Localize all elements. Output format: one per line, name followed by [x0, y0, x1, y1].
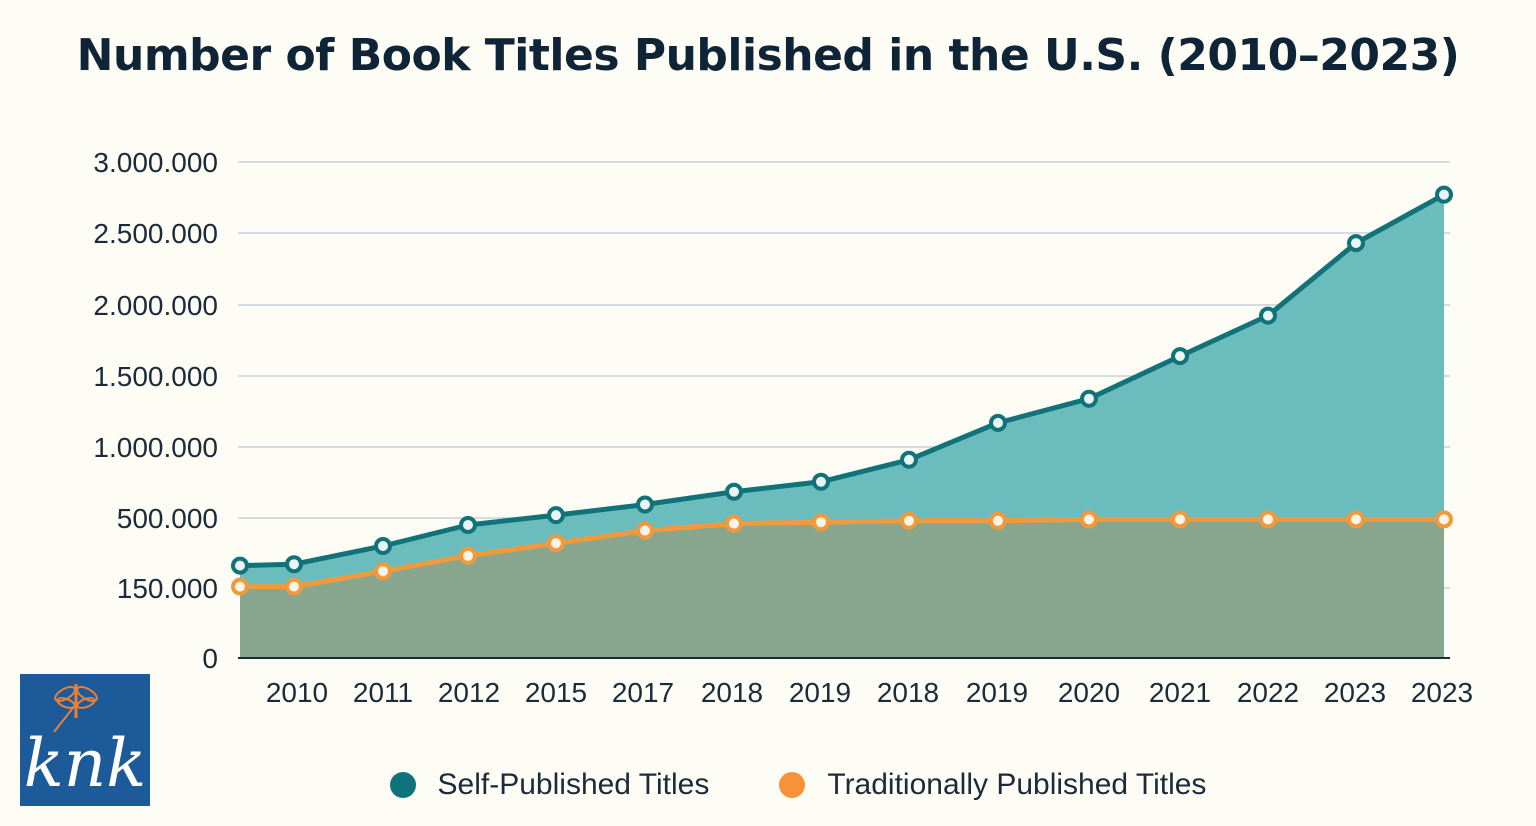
self-published-point — [1259, 306, 1277, 325]
logo-background — [20, 674, 150, 806]
traditionally-published-point — [231, 577, 249, 596]
traditionally-published-area — [240, 519, 1444, 658]
self-published-point — [459, 516, 477, 534]
traditionally-published-point — [1259, 510, 1277, 529]
x-axis-ticks: 2010 2011 2012 2015 2017 2018 2019 2018 2019 2020… — [266, 677, 1473, 708]
traditionally-published-point — [1080, 510, 1098, 529]
knk-logo: knk — [20, 674, 150, 806]
y-tick-label: 2.000.000 — [93, 290, 218, 321]
traditionally-published-point — [1347, 510, 1365, 529]
y-axis-ticks: 0 150.000 500.000 1.000.000 1.500.000 2.000.0… — [93, 147, 218, 674]
traditionally-published-point — [1435, 510, 1453, 529]
traditionally-published-point — [900, 511, 918, 530]
legend-label-traditionally-published: Traditionally Published Titles — [827, 768, 1207, 801]
self-published-point — [1347, 234, 1365, 253]
self-published-point — [1171, 347, 1189, 366]
y-tick-label: 1.000.000 — [93, 432, 218, 463]
x-tick-label: 2010 — [266, 677, 328, 708]
self-published-point — [374, 537, 392, 555]
traditionally-published-point — [636, 521, 654, 540]
x-tick-label: 2021 — [1149, 677, 1211, 708]
self-published-point — [1435, 185, 1453, 204]
self-published-point — [636, 495, 654, 514]
legend-item-self-published: Self-Published Titles — [389, 768, 710, 802]
self-published-point — [285, 555, 303, 574]
traditionally-published-point — [285, 577, 303, 596]
self-published-point — [812, 472, 830, 491]
legend: Self-Published Titles Traditionally Publ… — [0, 768, 1536, 802]
x-tick-label: 2017 — [612, 677, 674, 708]
y-tick-label: 3.000.000 — [93, 147, 218, 178]
self-published-point — [231, 556, 249, 575]
x-tick-label: 2019 — [789, 677, 851, 708]
traditionally-published-point — [547, 534, 565, 553]
chart-title: Number of Book Titles Published in the U… — [76, 30, 1460, 81]
logo-text: knk — [24, 725, 147, 802]
self-published-point — [900, 450, 918, 469]
x-tick-label: 2012 — [438, 677, 500, 708]
x-tick-label: 2019 — [966, 677, 1028, 708]
x-tick-label: 2018 — [877, 677, 939, 708]
legend-swatch-traditionally-published — [779, 772, 806, 798]
x-tick-label: 2023 — [1324, 677, 1386, 708]
dragonfly-icon — [53, 684, 98, 733]
self-published-point — [547, 506, 565, 525]
x-tick-label: 2022 — [1237, 677, 1299, 708]
traditionally-published-point — [725, 514, 743, 533]
x-tick-label: 2015 — [525, 677, 587, 708]
x-tick-label: 2023 — [1411, 677, 1473, 708]
traditionally-published-point — [1171, 510, 1189, 529]
y-tick-label: 1.500.000 — [93, 361, 218, 392]
y-tick-label: 150.000 — [117, 573, 218, 604]
self-published-area — [240, 194, 1444, 587]
x-tick-label: 2018 — [701, 677, 763, 708]
traditionally-published-point — [812, 513, 830, 532]
self-published-point — [725, 482, 743, 501]
traditionally-published-point — [459, 546, 477, 565]
point-layer — [231, 185, 1453, 596]
x-tick-label: 2020 — [1058, 677, 1120, 708]
y-tick-label: 2.500.000 — [93, 218, 218, 249]
area-layer — [240, 194, 1444, 658]
traditionally-published-point — [989, 511, 1007, 530]
self-published-point — [1080, 389, 1098, 408]
self-published-point — [989, 413, 1007, 432]
legend-swatch-self-published — [389, 772, 416, 798]
legend-label-self-published: Self-Published Titles — [437, 768, 710, 801]
y-tick-label: 0 — [202, 643, 218, 674]
y-tick-label: 500.000 — [117, 503, 218, 534]
traditionally-published-point — [374, 562, 392, 581]
legend-item-traditionally-published: Traditionally Published Titles — [779, 768, 1206, 802]
x-tick-label: 2011 — [353, 677, 413, 708]
